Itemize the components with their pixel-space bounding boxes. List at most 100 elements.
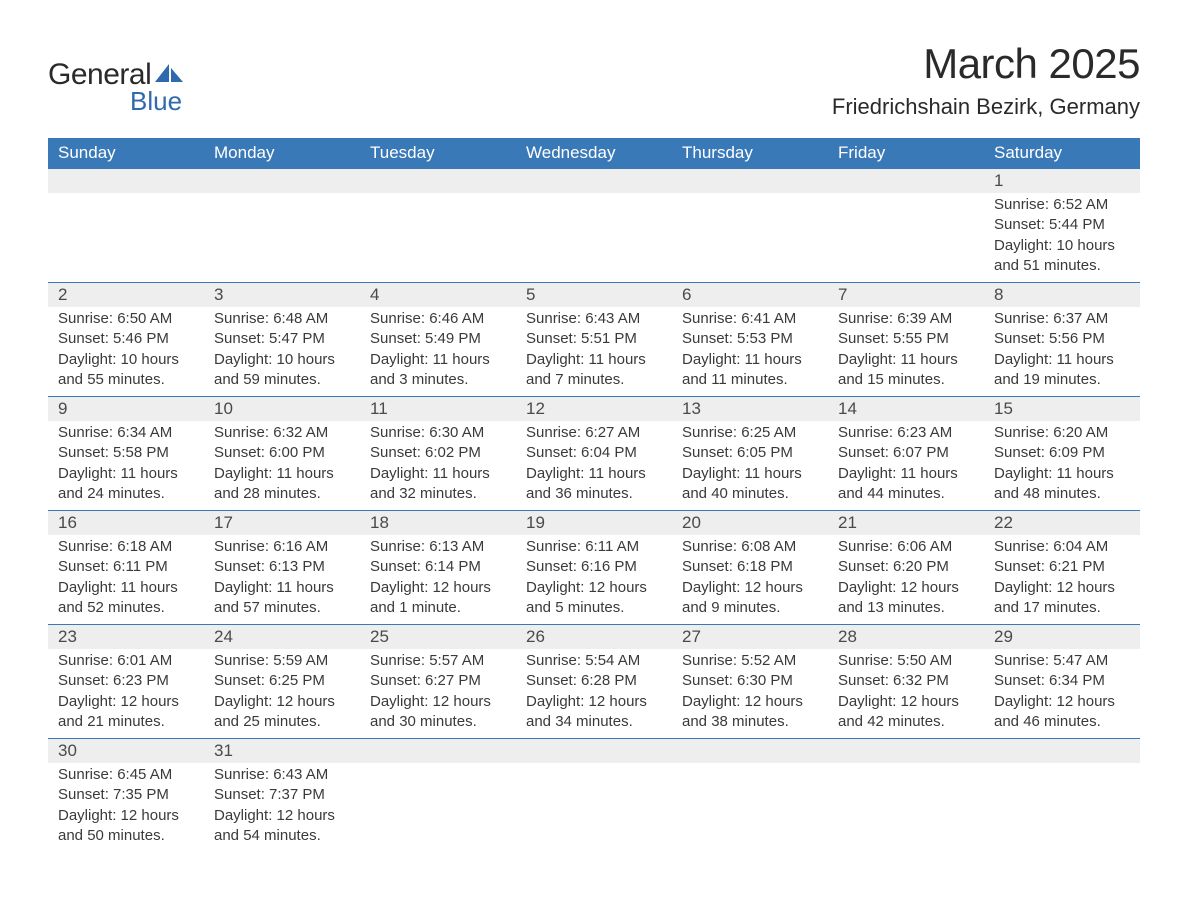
- daylight-label: Daylight:: [838, 465, 896, 482]
- sunset-value: 6:20 PM: [893, 558, 949, 575]
- daylight-label: Daylight:: [370, 465, 428, 482]
- day-detail-text: Sunrise: 5:52 AMSunset: 6:30 PMDaylight:…: [672, 649, 828, 738]
- sunset-label: Sunset:: [994, 444, 1045, 461]
- sunset-label: Sunset:: [682, 558, 733, 575]
- day-details: Sunrise: 6:41 AMSunset: 5:53 PMDaylight:…: [672, 307, 828, 397]
- logo-word2: Blue: [130, 86, 182, 117]
- sunrise-value: 6:25 AM: [741, 424, 796, 441]
- daylight-label: Daylight:: [370, 693, 428, 710]
- day-number: 29: [984, 625, 1140, 649]
- day-cell: 6: [672, 283, 828, 308]
- empty-cell: [828, 739, 984, 764]
- day-cell: 31: [204, 739, 360, 764]
- day-detail-text: Sunrise: 5:47 AMSunset: 6:34 PMDaylight:…: [984, 649, 1140, 738]
- details-row: Sunrise: 6:50 AMSunset: 5:46 PMDaylight:…: [48, 307, 1140, 397]
- empty-cell: [828, 169, 984, 194]
- sunrise-value: 6:13 AM: [429, 538, 484, 555]
- sunrise-value: 6:32 AM: [273, 424, 328, 441]
- day-cell: 19: [516, 511, 672, 536]
- day-details: Sunrise: 6:46 AMSunset: 5:49 PMDaylight:…: [360, 307, 516, 397]
- day-details: Sunrise: 6:08 AMSunset: 6:18 PMDaylight:…: [672, 535, 828, 625]
- sunset-value: 7:37 PM: [269, 786, 325, 803]
- day-number: 15: [984, 397, 1140, 421]
- empty-cell: [672, 193, 828, 283]
- day-detail-text: Sunrise: 6:45 AMSunset: 7:35 PMDaylight:…: [48, 763, 204, 852]
- sunrise-label: Sunrise:: [214, 766, 269, 783]
- day-cell: 7: [828, 283, 984, 308]
- day-number: 14: [828, 397, 984, 421]
- sunrise-label: Sunrise:: [526, 310, 581, 327]
- day-detail-text: Sunrise: 6:08 AMSunset: 6:18 PMDaylight:…: [672, 535, 828, 624]
- sunrise-value: 6:20 AM: [1053, 424, 1108, 441]
- empty-cell: [672, 169, 828, 194]
- day-details: Sunrise: 6:20 AMSunset: 6:09 PMDaylight:…: [984, 421, 1140, 511]
- day-details: Sunrise: 6:11 AMSunset: 6:16 PMDaylight:…: [516, 535, 672, 625]
- weekday-header: Tuesday: [360, 138, 516, 169]
- sunrise-value: 6:18 AM: [117, 538, 172, 555]
- details-row: Sunrise: 6:01 AMSunset: 6:23 PMDaylight:…: [48, 649, 1140, 739]
- day-cell: 22: [984, 511, 1140, 536]
- day-detail-text: Sunrise: 5:54 AMSunset: 6:28 PMDaylight:…: [516, 649, 672, 738]
- sunset-value: 6:09 PM: [1049, 444, 1105, 461]
- day-details: Sunrise: 6:27 AMSunset: 6:04 PMDaylight:…: [516, 421, 672, 511]
- day-cell: 9: [48, 397, 204, 422]
- day-cell: 11: [360, 397, 516, 422]
- sunset-label: Sunset:: [838, 558, 889, 575]
- daylight-label: Daylight:: [526, 351, 584, 368]
- empty-cell: [360, 763, 516, 852]
- sunset-value: 7:35 PM: [113, 786, 169, 803]
- sunset-label: Sunset:: [682, 444, 733, 461]
- day-details: Sunrise: 6:25 AMSunset: 6:05 PMDaylight:…: [672, 421, 828, 511]
- sunrise-label: Sunrise:: [58, 766, 113, 783]
- day-details: Sunrise: 5:57 AMSunset: 6:27 PMDaylight:…: [360, 649, 516, 739]
- sunset-label: Sunset:: [58, 672, 109, 689]
- day-details: Sunrise: 5:54 AMSunset: 6:28 PMDaylight:…: [516, 649, 672, 739]
- empty-cell: [204, 193, 360, 283]
- day-cell: 27: [672, 625, 828, 650]
- sunset-value: 6:21 PM: [1049, 558, 1105, 575]
- day-cell: 15: [984, 397, 1140, 422]
- day-number: 31: [204, 739, 360, 763]
- sunset-value: 6:14 PM: [425, 558, 481, 575]
- daylight-label: Daylight:: [838, 693, 896, 710]
- empty-cell: [828, 193, 984, 283]
- sunrise-label: Sunrise:: [370, 310, 425, 327]
- day-cell: 12: [516, 397, 672, 422]
- sunrise-label: Sunrise:: [370, 538, 425, 555]
- header: General Blue March 2025 Friedrichshain B…: [48, 40, 1140, 120]
- sunset-label: Sunset:: [214, 330, 265, 347]
- daylight-label: Daylight:: [994, 465, 1052, 482]
- sunrise-label: Sunrise:: [994, 652, 1049, 669]
- empty-cell: [672, 763, 828, 852]
- daylight-label: Daylight:: [58, 465, 116, 482]
- title-block: March 2025 Friedrichshain Bezirk, German…: [832, 40, 1140, 120]
- empty-cell: [984, 763, 1140, 852]
- weekday-header: Sunday: [48, 138, 204, 169]
- daylight-label: Daylight:: [214, 351, 272, 368]
- day-cell: 21: [828, 511, 984, 536]
- daynum-row: 23242526272829: [48, 625, 1140, 650]
- daylight-label: Daylight:: [370, 579, 428, 596]
- daylight-label: Daylight:: [58, 351, 116, 368]
- day-cell: 25: [360, 625, 516, 650]
- day-detail-text: Sunrise: 6:16 AMSunset: 6:13 PMDaylight:…: [204, 535, 360, 624]
- logo: General Blue: [48, 40, 183, 117]
- sunrise-label: Sunrise:: [214, 424, 269, 441]
- sunset-value: 5:56 PM: [1049, 330, 1105, 347]
- day-details: Sunrise: 6:18 AMSunset: 6:11 PMDaylight:…: [48, 535, 204, 625]
- day-details: Sunrise: 6:06 AMSunset: 6:20 PMDaylight:…: [828, 535, 984, 625]
- day-number: 22: [984, 511, 1140, 535]
- daylight-label: Daylight:: [994, 237, 1052, 254]
- sunset-value: 6:30 PM: [737, 672, 793, 689]
- sunset-label: Sunset:: [370, 672, 421, 689]
- day-cell: 5: [516, 283, 672, 308]
- sunset-label: Sunset:: [214, 786, 265, 803]
- sunrise-value: 6:16 AM: [273, 538, 328, 555]
- empty-cell: [984, 739, 1140, 764]
- day-cell: 17: [204, 511, 360, 536]
- weekday-header: Saturday: [984, 138, 1140, 169]
- sunrise-label: Sunrise:: [682, 538, 737, 555]
- sunrise-label: Sunrise:: [994, 196, 1049, 213]
- sunrise-value: 6:41 AM: [741, 310, 796, 327]
- sunset-label: Sunset:: [838, 672, 889, 689]
